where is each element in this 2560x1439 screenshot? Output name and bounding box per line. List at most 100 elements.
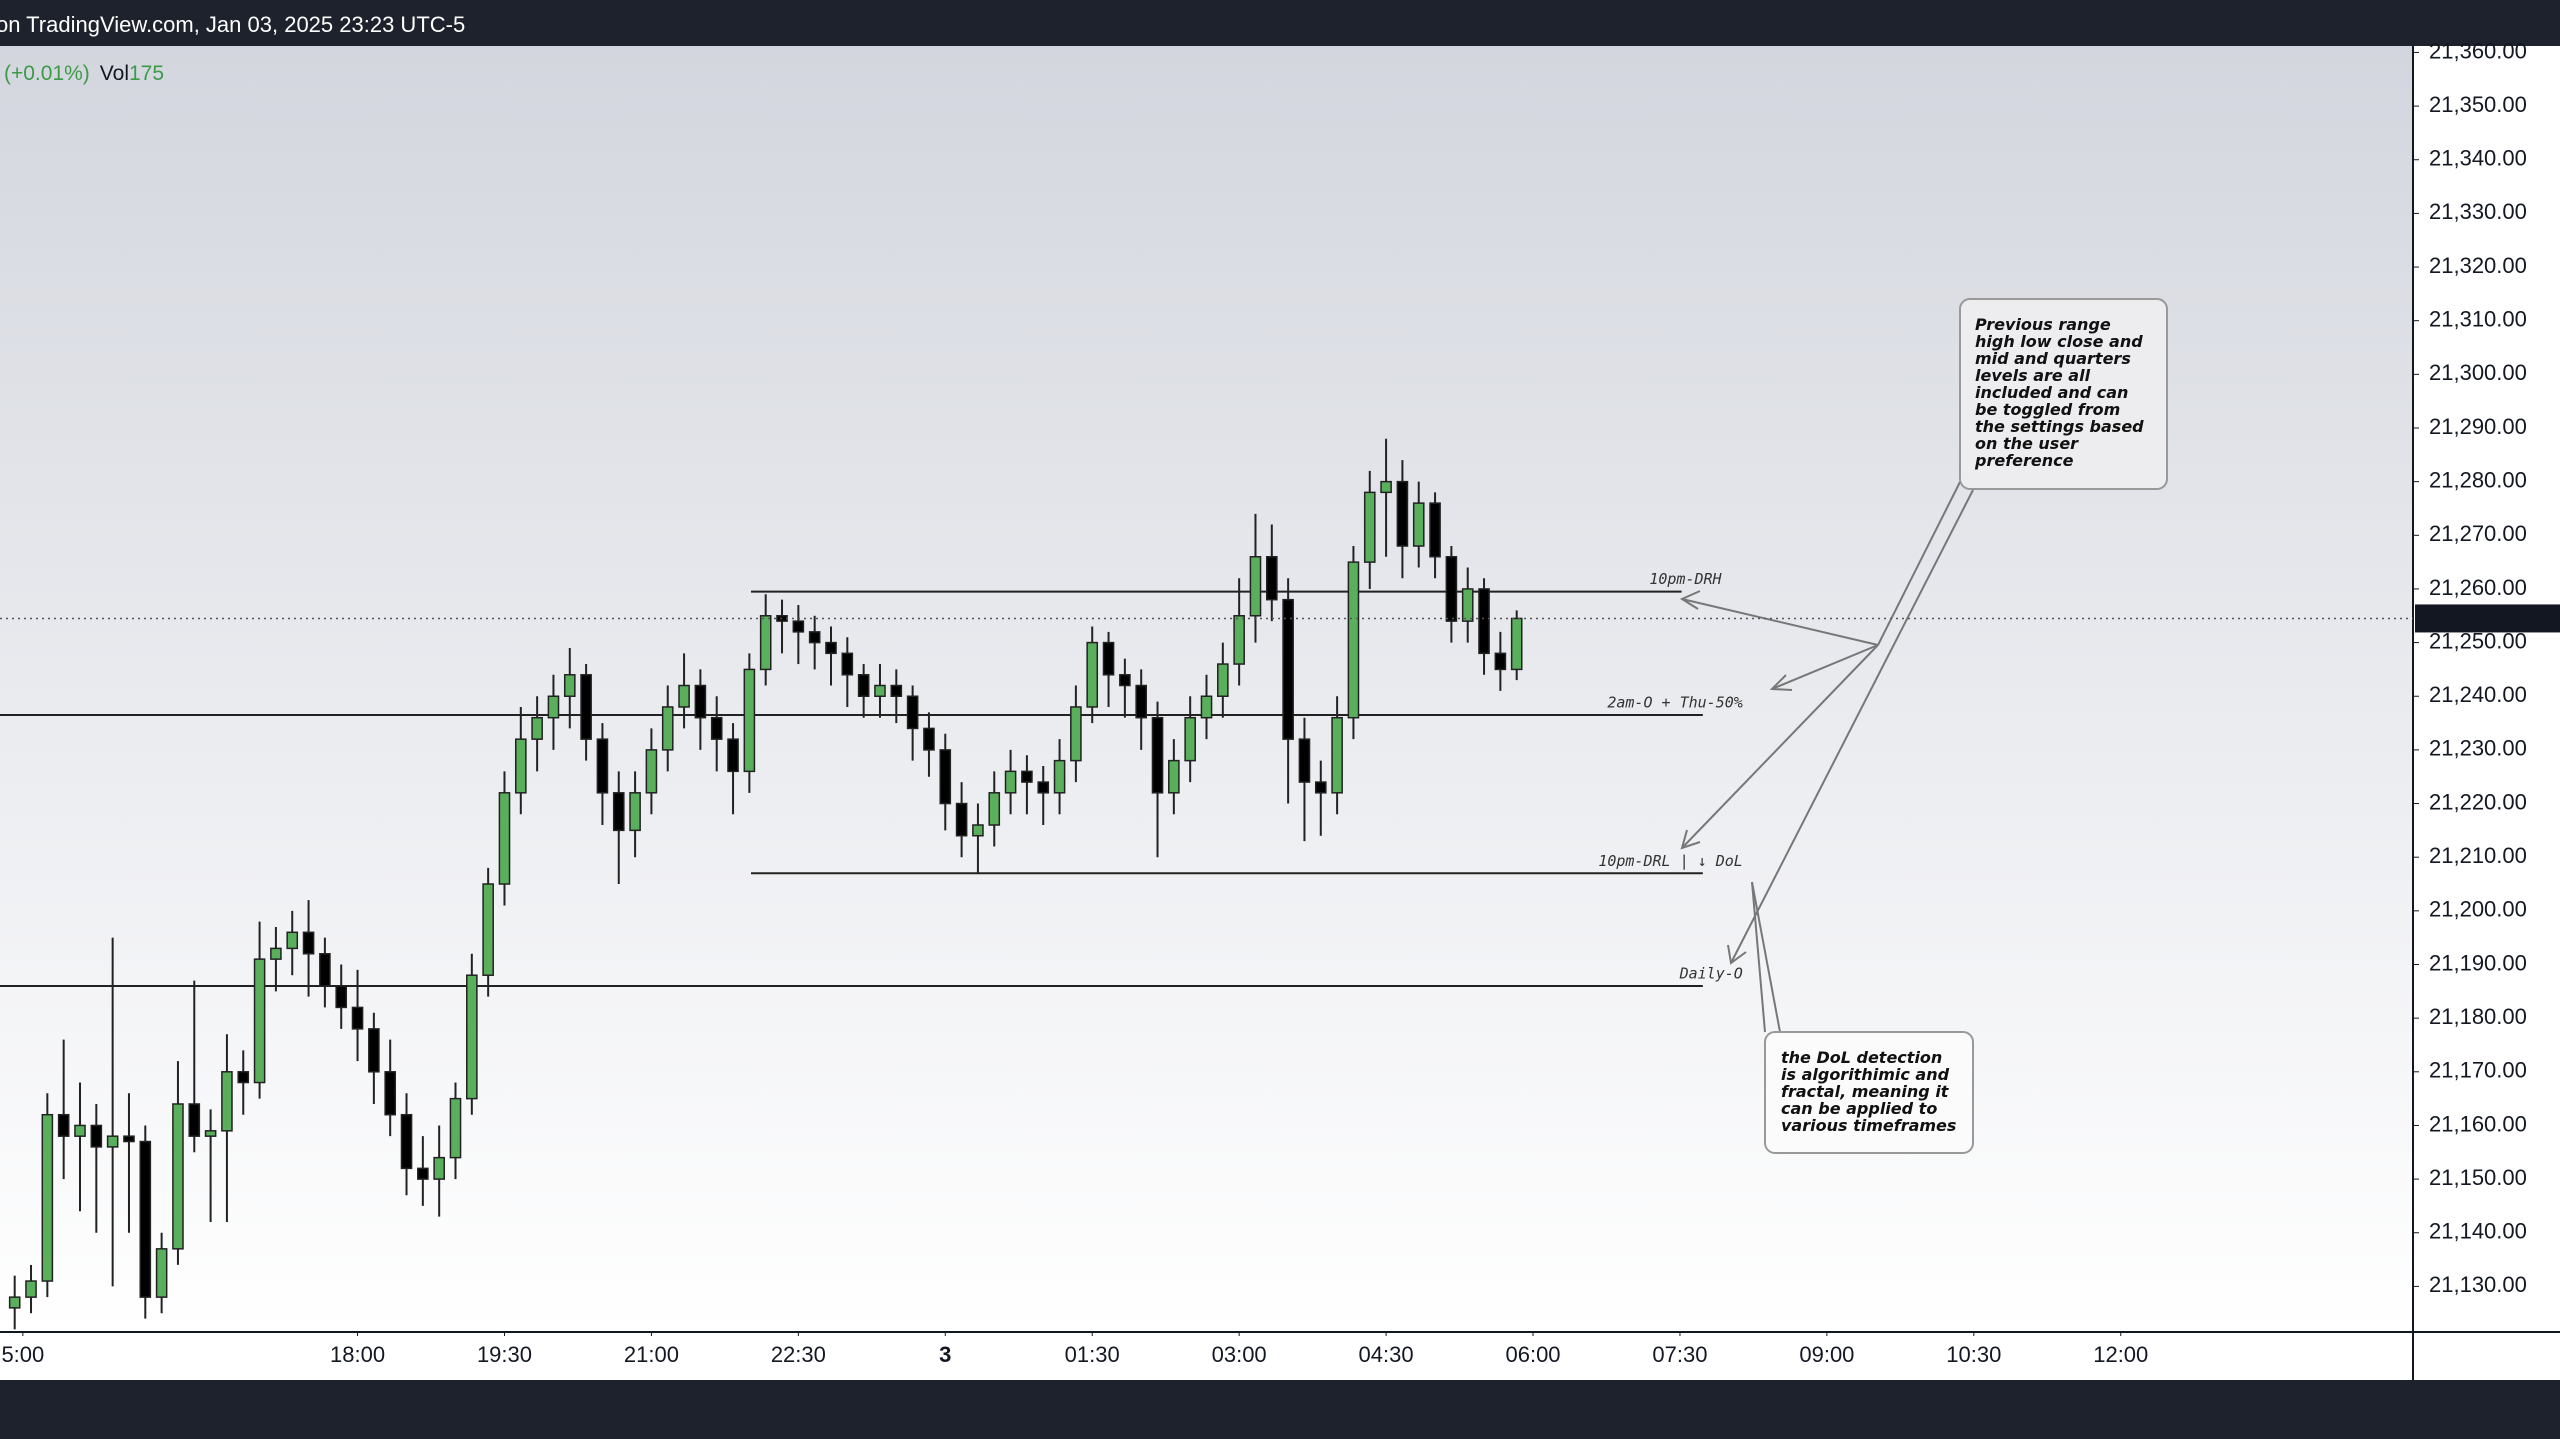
candle-body <box>90 1124 103 1148</box>
candle-body <box>792 620 805 633</box>
candle-body <box>1314 781 1327 794</box>
y-tick-label: 21,350.00 <box>2429 92 2527 117</box>
candle-body <box>563 674 576 697</box>
candle-body <box>514 738 527 794</box>
y-tick-label: 21,200.00 <box>2429 897 2527 922</box>
candle-body <box>449 1097 462 1159</box>
candle-body <box>400 1113 413 1170</box>
candle-body <box>1086 641 1099 708</box>
candle-body <box>1298 738 1311 783</box>
candle-body <box>335 985 348 1009</box>
level-label: 10pm-DRH <box>1649 570 1722 588</box>
candle-body <box>710 716 723 740</box>
x-tick-label: 06:00 <box>1505 1342 1560 1367</box>
candle-body <box>629 792 641 832</box>
y-tick-label: 21,250.00 <box>2429 628 2527 653</box>
candle-body <box>1184 716 1196 762</box>
candle-body <box>139 1140 152 1298</box>
candle-body <box>1429 502 1441 558</box>
candle-body <box>727 738 739 773</box>
y-tick-label: 21,170.00 <box>2429 1058 2527 1083</box>
candle-body <box>1151 716 1164 794</box>
candle-body <box>988 792 1001 826</box>
y-tick-label: 21,240.00 <box>2429 682 2527 707</box>
y-tick-label: 21,310.00 <box>2429 307 2527 332</box>
y-tick-label: 21,290.00 <box>2429 414 2527 439</box>
note-box <box>1959 298 2168 490</box>
y-tick-label: 21,340.00 <box>2429 146 2527 171</box>
candle-body <box>1331 716 1343 794</box>
candle-body <box>466 974 478 1100</box>
x-tick-label: 03:00 <box>1212 1342 1267 1367</box>
note-line: mid and quarters <box>1975 349 2131 368</box>
y-tick-label: 21,130.00 <box>2429 1272 2527 1297</box>
candle-body <box>237 1071 250 1084</box>
candle-body <box>776 615 788 622</box>
x-tick-label: 07:30 <box>1652 1342 1707 1367</box>
candle-body <box>596 738 609 794</box>
legend-volume: 175 <box>129 62 164 85</box>
arrow <box>1681 598 1879 646</box>
candle-body <box>645 749 658 794</box>
candle-body <box>759 615 772 671</box>
candle-body <box>1168 759 1180 794</box>
candle-body <box>188 1103 201 1137</box>
y-tick-label: 21,220.00 <box>2429 789 2527 814</box>
candle-body <box>1494 652 1507 671</box>
candle-body <box>955 802 968 837</box>
arrow <box>1681 644 1879 849</box>
candle-body <box>808 631 821 644</box>
header-source: on TradingView.com, Jan 03, 2025 23:23 U… <box>0 12 465 37</box>
note-box <box>1764 1031 1974 1154</box>
candle-body <box>41 1113 54 1282</box>
legend: (+0.01%) Vol175 <box>4 62 164 85</box>
candle-body <box>482 883 494 976</box>
candle-body <box>1217 663 1229 697</box>
last-price-box <box>2415 604 2560 633</box>
level-label: 10pm-DRL | ↓ DoL <box>1598 852 1743 870</box>
y-tick-label: 21,210.00 <box>2429 843 2527 868</box>
candle-body <box>694 684 707 719</box>
x-tick-label: 09:00 <box>1799 1342 1854 1367</box>
candle-body <box>253 958 266 1084</box>
candle-body <box>433 1156 445 1180</box>
note-line: preference <box>1974 451 2074 470</box>
candle-body <box>531 716 543 740</box>
arrow-head <box>1680 829 1701 850</box>
candle-body <box>1249 556 1262 617</box>
candle-body <box>74 1124 86 1137</box>
candle-body <box>923 727 935 751</box>
candle-body <box>8 1296 21 1309</box>
candle-body <box>678 684 690 708</box>
candle-body <box>1037 781 1050 794</box>
note-line: included and can <box>1975 383 2128 402</box>
note-line: on the user <box>1975 434 2079 453</box>
candle-body <box>972 824 984 837</box>
candle-body <box>874 684 886 697</box>
candle-body <box>172 1103 184 1250</box>
x-tick-label: 21:00 <box>624 1342 679 1367</box>
candle-body <box>1004 770 1017 794</box>
x-tick-label: 12:00 <box>2093 1342 2148 1367</box>
candle-body <box>939 749 952 805</box>
note-line: be toggled from <box>1975 400 2120 419</box>
y-tick-label: 21,190.00 <box>2429 950 2527 975</box>
note-line: can be applied to <box>1781 1099 1937 1118</box>
candle-body <box>825 641 837 655</box>
candle-body <box>1070 706 1082 762</box>
candle-body <box>580 674 592 740</box>
x-tick-label: 22:30 <box>771 1342 826 1367</box>
note-line: the settings based <box>1975 417 2144 436</box>
candle-body <box>1021 770 1033 783</box>
level-label: Daily-O <box>1679 964 1743 982</box>
candle-body <box>1102 641 1115 676</box>
y-tick-label: 21,300.00 <box>2429 360 2527 385</box>
note-line: various timeframes <box>1781 1116 1956 1135</box>
y-tick-label: 21,360.00 <box>2429 38 2527 63</box>
x-tick-label: 01:30 <box>1065 1342 1120 1367</box>
candle-body <box>319 953 331 987</box>
candle-body <box>1445 556 1458 622</box>
last-price-label: 21,254.50 <box>2429 604 2527 629</box>
